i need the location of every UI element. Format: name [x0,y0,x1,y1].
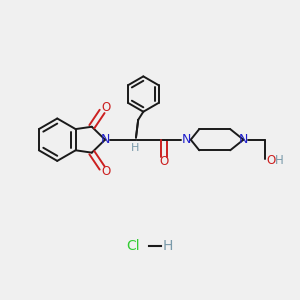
Text: N: N [181,133,191,146]
Text: N: N [100,133,110,146]
Text: O: O [101,165,110,178]
Text: O: O [101,101,110,114]
Text: H: H [131,143,140,153]
Text: N: N [239,133,248,146]
Text: H: H [163,239,173,253]
Text: O: O [266,154,276,167]
Text: O: O [160,155,169,168]
Text: H: H [275,154,284,167]
Text: Cl: Cl [126,239,140,253]
